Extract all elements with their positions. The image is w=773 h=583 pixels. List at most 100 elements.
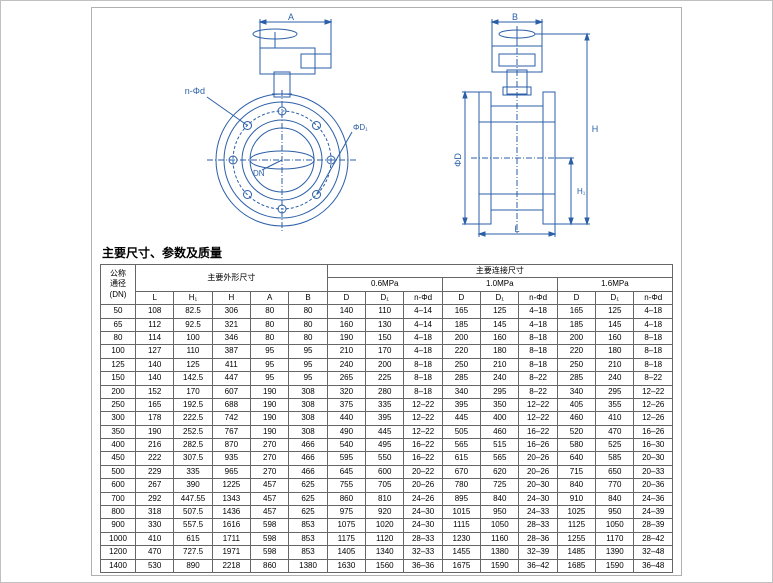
table-row: 400216282.587027046654049516–2256551516–…	[101, 439, 673, 452]
cell: 742	[212, 412, 250, 425]
cell: 210	[596, 358, 634, 371]
cell: 160	[596, 331, 634, 344]
table-row: 10012711038795952101704–182201808–182201…	[101, 345, 673, 358]
cell: 318	[136, 506, 174, 519]
cell-dn: 1200	[101, 546, 136, 559]
cell: 222	[136, 452, 174, 465]
cell: 140	[327, 305, 365, 318]
cell-dn: 150	[101, 372, 136, 385]
cell: 95	[251, 358, 289, 371]
cell: 585	[596, 452, 634, 465]
cell: 36–48	[634, 559, 673, 572]
cell: 80	[251, 318, 289, 331]
cell: 32–39	[519, 546, 557, 559]
cell: 16–30	[634, 439, 673, 452]
cell: 12–26	[634, 412, 673, 425]
cell: 267	[136, 479, 174, 492]
cell: 100	[174, 331, 212, 344]
cell-dn: 100	[101, 345, 136, 358]
cell: 280	[366, 385, 404, 398]
cell: 320	[327, 385, 365, 398]
table-row: 150140142.544795952652258–182852408–2228…	[101, 372, 673, 385]
cell: 36–36	[404, 559, 442, 572]
cell: 4–18	[404, 331, 442, 344]
cell: 8–18	[634, 358, 673, 371]
cell: 355	[596, 398, 634, 411]
cell-dn: 250	[101, 398, 136, 411]
cell: 28–36	[519, 532, 557, 545]
cell: 80	[289, 318, 327, 331]
cell: 140	[136, 372, 174, 385]
cell: 595	[327, 452, 365, 465]
cell: 80	[251, 331, 289, 344]
cell: 895	[442, 492, 480, 505]
cell: 95	[289, 345, 327, 358]
cell: 250	[557, 358, 595, 371]
cell: 515	[481, 439, 519, 452]
cell: 1616	[212, 519, 250, 532]
side-view-diagram: B ΦD H H₁ L	[437, 12, 607, 240]
cell: 24–36	[634, 492, 673, 505]
cell: 308	[289, 385, 327, 398]
cell: 95	[251, 345, 289, 358]
cell: 1160	[481, 532, 519, 545]
table-row: 50022933596527046664560020–2267062020–26…	[101, 465, 673, 478]
cell: 4–18	[634, 318, 673, 331]
cell-dn: 900	[101, 519, 136, 532]
cell: 292	[136, 492, 174, 505]
cell: 620	[481, 465, 519, 478]
cell: 1025	[557, 506, 595, 519]
cell: 220	[557, 345, 595, 358]
cell: 965	[212, 465, 250, 478]
cell: 460	[481, 425, 519, 438]
cell: 130	[366, 318, 404, 331]
cell: 395	[366, 412, 404, 425]
cell: 140	[136, 358, 174, 371]
cell: 12–22	[519, 412, 557, 425]
cell-dn: 450	[101, 452, 136, 465]
cell: 375	[327, 398, 365, 411]
cell: 457	[251, 492, 289, 505]
cell: 640	[557, 452, 595, 465]
cell: 24–39	[634, 506, 673, 519]
dim-DN: DN	[253, 169, 265, 178]
cell: 4–18	[634, 305, 673, 318]
dim-L: L	[514, 224, 519, 234]
cell: 170	[366, 345, 404, 358]
cell: 307.5	[174, 452, 212, 465]
cell: 4–18	[519, 318, 557, 331]
cell-dn: 65	[101, 318, 136, 331]
cell: 127	[136, 345, 174, 358]
cell: 445	[366, 425, 404, 438]
cell: 460	[557, 412, 595, 425]
cell: 250	[442, 358, 480, 371]
cell: 335	[366, 398, 404, 411]
cell: 295	[481, 385, 519, 398]
cell: 1255	[557, 532, 595, 545]
cell: 1225	[212, 479, 250, 492]
cell: 840	[481, 492, 519, 505]
cell: 220	[442, 345, 480, 358]
cell: 975	[327, 506, 365, 519]
cell: 28–39	[634, 519, 673, 532]
cell: 1971	[212, 546, 250, 559]
cell-dn: 1000	[101, 532, 136, 545]
cell: 28–33	[519, 519, 557, 532]
cell: 306	[212, 305, 250, 318]
cell: 1120	[366, 532, 404, 545]
cell: 82.5	[174, 305, 212, 318]
cell: 853	[289, 532, 327, 545]
dim-A: A	[287, 12, 293, 22]
cell: 92.5	[174, 318, 212, 331]
cell: 20–26	[404, 479, 442, 492]
table-row: 12514012541195952402008–182502108–182502…	[101, 358, 673, 371]
cell: 16–22	[519, 425, 557, 438]
cell: 853	[289, 546, 327, 559]
cell: 350	[481, 398, 519, 411]
cell: 20–36	[634, 479, 673, 492]
cell: 8–18	[634, 331, 673, 344]
cell: 466	[289, 452, 327, 465]
cell: 607	[212, 385, 250, 398]
cell: 598	[251, 546, 289, 559]
cell: 145	[481, 318, 519, 331]
